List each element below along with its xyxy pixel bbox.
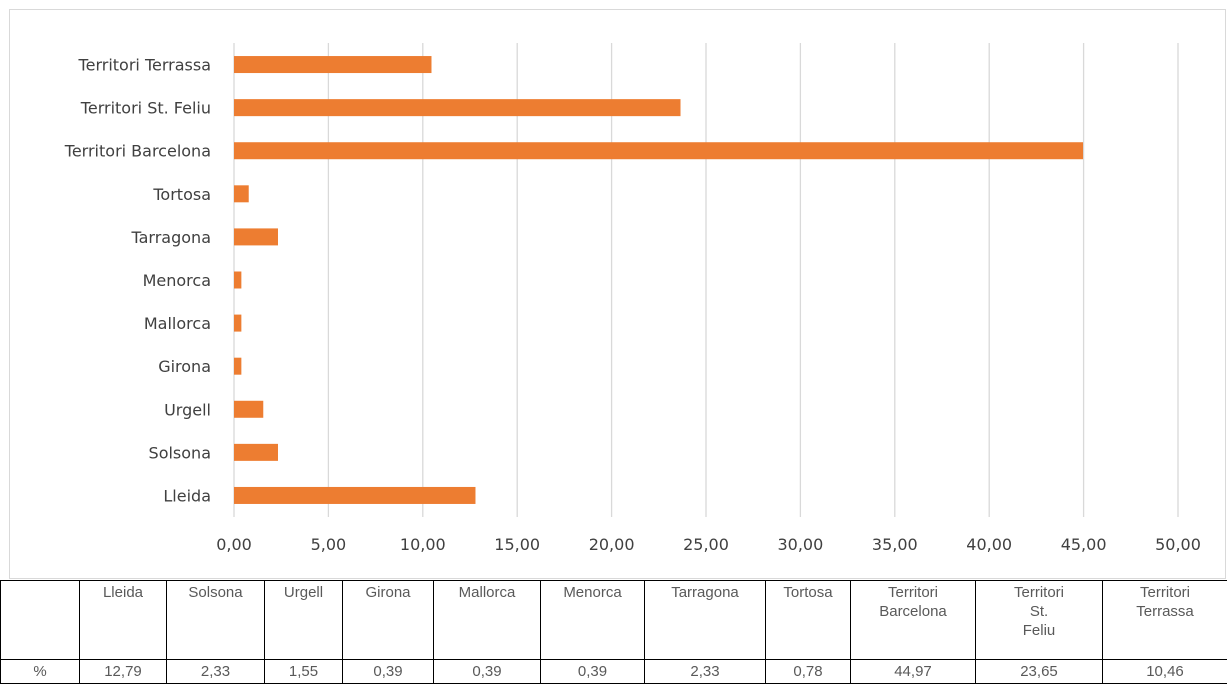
category-label: Menorca (143, 271, 211, 290)
bar (234, 228, 278, 245)
bar (234, 358, 241, 375)
category-label: Tortosa (152, 185, 211, 204)
table-cell: 23,65 (976, 660, 1103, 684)
x-tick-label: 10,00 (400, 535, 446, 554)
table-cell: 0,78 (766, 660, 851, 684)
category-label: Girona (158, 357, 211, 376)
table-header-text: Lleida (82, 583, 164, 602)
table-cell: 2,33 (645, 660, 766, 684)
x-tick-label: 50,00 (1155, 535, 1201, 554)
table-cell: 10,46 (1103, 660, 1227, 684)
table-header-text: Tarragona (647, 583, 763, 602)
x-tick-label: 35,00 (872, 535, 918, 554)
table-header-text: Terrassa (1105, 602, 1225, 621)
table-header-text: Territori (853, 583, 973, 602)
table-header-cell: Lleida (80, 581, 167, 660)
bar (234, 185, 249, 202)
x-tick-label: 5,00 (311, 535, 347, 554)
category-label: Territori Barcelona (64, 142, 211, 161)
table-header-cell: Girona (343, 581, 434, 660)
x-tick-label: 30,00 (777, 535, 823, 554)
data-table: Lleida Solsona Urgell Girona Mallorca Menorca… (0, 580, 1227, 684)
table-header-text: Territori (1105, 583, 1225, 602)
bar (234, 315, 241, 332)
table-header-text: St. (978, 602, 1100, 621)
category-label: Territori St. Feliu (80, 99, 211, 118)
bar (234, 444, 278, 461)
table-header-cell: Mallorca (434, 581, 541, 660)
table-cell: 0,39 (343, 660, 434, 684)
x-tick-label: 0,00 (216, 535, 252, 554)
bar (234, 142, 1083, 159)
table-cell: 12,79 (80, 660, 167, 684)
bar (234, 56, 431, 73)
table-cell: 0,39 (434, 660, 541, 684)
table-header-cell: Tarragona (645, 581, 766, 660)
bar (234, 272, 241, 289)
table-header-text: Girona (345, 583, 431, 602)
table-cell: 44,97 (851, 660, 976, 684)
category-label: Urgell (164, 400, 211, 419)
bar (234, 99, 681, 116)
table-header-cell: Urgell (265, 581, 343, 660)
x-tick-label: 20,00 (589, 535, 635, 554)
table-header-text: Feliu (978, 621, 1100, 640)
table-cell: 2,33 (167, 660, 265, 684)
table-header-text: Tortosa (768, 583, 848, 602)
table-header-cell: Tortosa (766, 581, 851, 660)
table-header-text: Mallorca (436, 583, 538, 602)
table-header-text: Urgell (267, 583, 340, 602)
table-header-cell: Solsona (167, 581, 265, 660)
table-header-text: Menorca (543, 583, 642, 602)
category-label: Tarragona (131, 228, 212, 247)
table-header-text: Barcelona (853, 602, 973, 621)
table-header-text: Territori (978, 583, 1100, 602)
chart-area: Lleida Solsona Urgell Girona Mallorca Menorca… (9, 9, 1226, 579)
bar (234, 487, 475, 504)
table-cell: 0,39 (541, 660, 645, 684)
table-corner-cell (1, 581, 80, 660)
table-row-label: % (1, 660, 80, 684)
table-header-row: Lleida Solsona Urgell Girona Mallorca Menorca… (1, 581, 1227, 660)
category-label: Solsona (149, 443, 211, 462)
table-cell: 1,55 (265, 660, 343, 684)
x-tick-label: 40,00 (966, 535, 1012, 554)
x-tick-label: 45,00 (1061, 535, 1107, 554)
bar-chart: Lleida Solsona Urgell Girona Mallorca Menorca… (10, 10, 1225, 578)
table-header-cell: Menorca (541, 581, 645, 660)
x-tick-label: 15,00 (494, 535, 540, 554)
category-label: Mallorca (144, 314, 211, 333)
bar (234, 401, 263, 418)
category-label: Lleida (163, 486, 211, 505)
x-tick-label: 25,00 (683, 535, 729, 554)
category-label: Territori Terrassa (78, 56, 211, 75)
table-header-text: Solsona (169, 583, 262, 602)
